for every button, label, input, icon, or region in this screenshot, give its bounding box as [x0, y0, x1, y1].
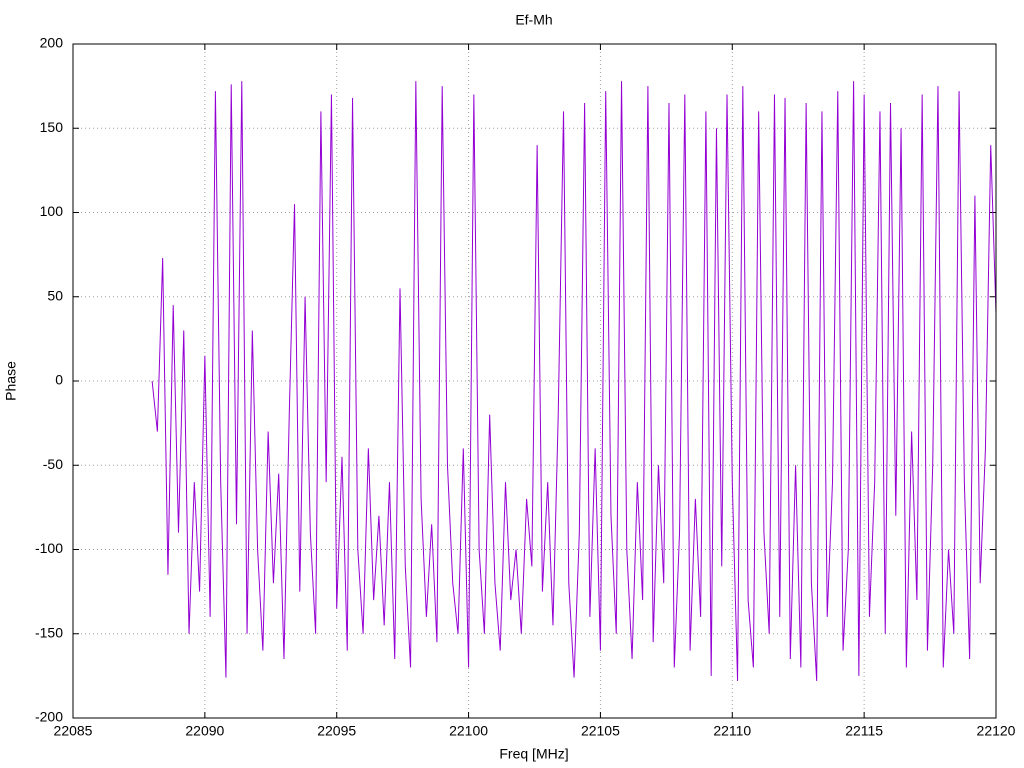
plot-border — [72, 43, 997, 719]
y-tick-label: 150 — [40, 119, 64, 135]
data-line — [151, 81, 997, 681]
y-tick-label: -100 — [35, 540, 63, 556]
y-tick-label: 50 — [47, 287, 63, 303]
x-tick-label: 22100 — [449, 723, 488, 739]
x-axis-label: Freq [MHz] — [499, 746, 568, 762]
y-tick-label: 100 — [40, 203, 64, 219]
y-tick-label: -50 — [43, 456, 63, 472]
chart-title: Ef-Mh — [515, 12, 552, 28]
x-tick-label: 22115 — [845, 723, 883, 739]
x-tick-label: 22110 — [713, 723, 751, 739]
x-tick-label: 22105 — [581, 723, 620, 739]
y-tick-label: 0 — [55, 372, 63, 388]
y-tick-label: -150 — [35, 624, 63, 640]
x-tick-label: 22090 — [185, 723, 224, 739]
y-tick-label: -200 — [35, 709, 63, 725]
x-tick-label: 22085 — [54, 723, 93, 739]
y-tick-label: 200 — [40, 35, 64, 51]
x-tick-label: 22120 — [977, 723, 1016, 739]
y-axis-label: Phase — [3, 361, 19, 401]
x-tick-label: 22095 — [317, 723, 356, 739]
